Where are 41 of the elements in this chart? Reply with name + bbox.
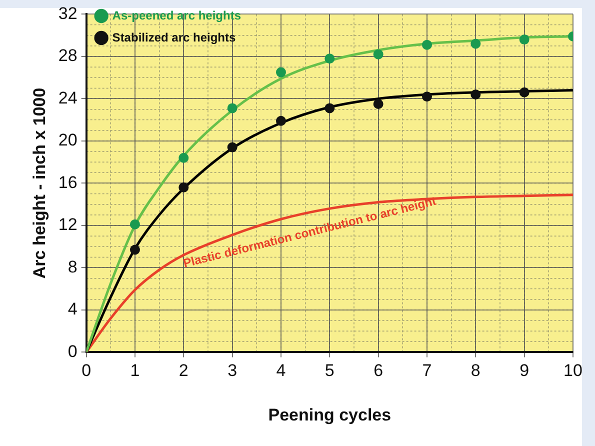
point xyxy=(422,40,432,50)
point xyxy=(373,98,384,109)
point xyxy=(373,49,384,60)
point xyxy=(470,38,481,49)
point xyxy=(276,67,286,78)
point xyxy=(470,89,481,100)
y-tick-label: 0 xyxy=(68,342,78,361)
x-tick-label: 8 xyxy=(470,361,480,380)
point xyxy=(178,182,189,192)
point xyxy=(324,54,335,64)
legend-label: As-peened arc heights xyxy=(112,8,242,22)
x-tick-label: 2 xyxy=(178,361,188,380)
y-tick-label: 12 xyxy=(58,215,78,234)
x-tick-label: 10 xyxy=(564,361,582,380)
x-tick-label: 4 xyxy=(276,361,286,380)
y-tick-label: 8 xyxy=(68,257,78,276)
point xyxy=(324,103,335,114)
point xyxy=(519,87,530,98)
point xyxy=(276,116,286,126)
x-tick-label: 9 xyxy=(520,361,530,380)
point xyxy=(227,142,238,152)
y-tick-label: 16 xyxy=(58,172,78,192)
y-tick-label: 24 xyxy=(58,88,78,108)
point xyxy=(227,103,238,114)
y-tick-label: 4 xyxy=(68,300,78,319)
y-tick-label: 28 xyxy=(58,46,78,66)
y-tick-label: 32 xyxy=(58,4,78,23)
x-tick-label: 7 xyxy=(422,361,432,380)
point xyxy=(130,244,140,255)
x-tick-label: 1 xyxy=(130,361,140,380)
x-axis-title: Peening cycles xyxy=(268,405,392,424)
point xyxy=(178,152,189,163)
x-tick-label: 6 xyxy=(374,361,384,380)
y-axis-title: Arc height - inch x 1000 xyxy=(30,88,49,279)
point xyxy=(422,92,432,102)
x-tick-label: 0 xyxy=(82,361,92,380)
x-tick-label: 3 xyxy=(228,361,238,380)
y-tick-label: 20 xyxy=(58,130,78,150)
point xyxy=(130,219,140,230)
x-tick-label: 5 xyxy=(324,361,334,380)
point xyxy=(519,34,530,45)
